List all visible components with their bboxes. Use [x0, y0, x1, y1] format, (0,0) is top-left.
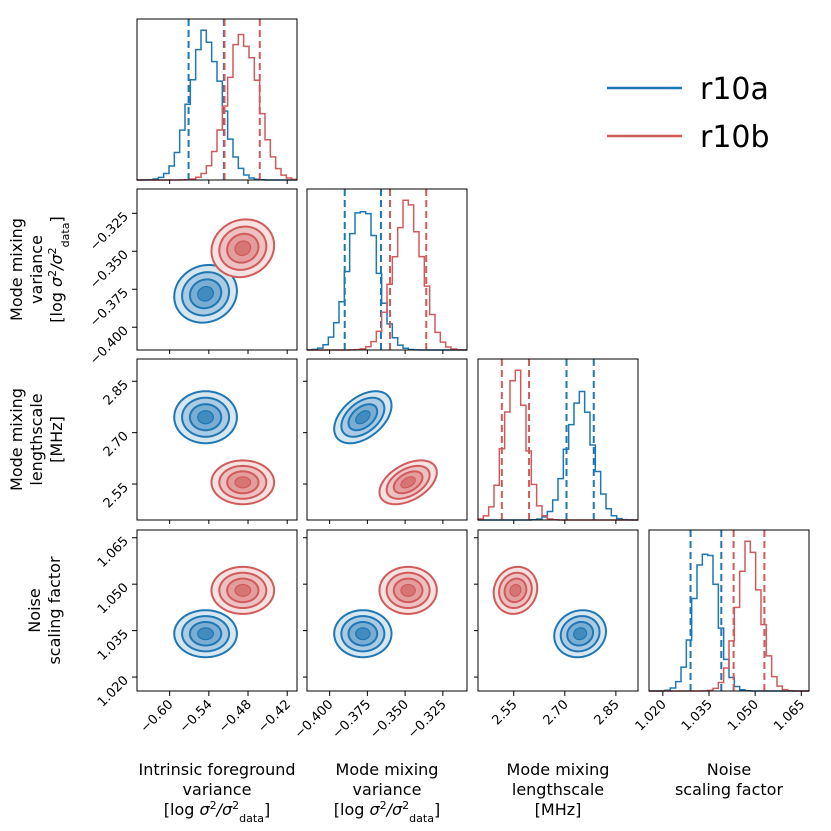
- y-axis-label-mmv: Mode mixingvariance[log σ2/σ2data]: [7, 216, 72, 322]
- axis-label-line: [log σ2/σ2data]: [164, 799, 270, 825]
- y-tick-label-nsf-1: 1.035: [95, 627, 132, 664]
- x-axis-label-nsf: Noise scaling factor: [675, 760, 784, 799]
- contour-r10a-level-3: [197, 410, 215, 425]
- axis-label-line: [MHz]: [535, 800, 582, 819]
- y-tick-label-mmv-3: −0.325: [87, 210, 132, 255]
- contour-r10a-level-3: [355, 627, 371, 641]
- panel-bg: [137, 19, 297, 180]
- x-tick-label-fg-1: −0.54: [177, 697, 216, 736]
- contour-panel-fg-nsf: [136, 529, 298, 692]
- x-axis-label-mml: Mode mixing lengthscale [MHz]: [507, 760, 610, 819]
- panel-frame: [306, 188, 468, 351]
- y-tick-label-mmv-2: −0.350: [87, 247, 132, 292]
- axis-label-line: lengthscale: [27, 393, 46, 485]
- y-tick-label-mml-2: 2.85: [101, 377, 132, 408]
- panel-frame: [306, 358, 468, 521]
- contour-r10a-level-3: [355, 410, 371, 425]
- x-axis-label-mmv: Mode mixing variance [log σ2/σ2data]: [334, 760, 440, 825]
- contour-r10a-level-3: [573, 627, 588, 641]
- axis-label-line: Mode mixing: [336, 760, 439, 779]
- x-tick-label-mml-0: 2.55: [489, 697, 520, 728]
- y-tick-label-nsf-0: 1.020: [95, 673, 132, 710]
- x-tick-label-mmv-0: −0.400: [292, 697, 337, 742]
- legend-label-r10b: r10b: [700, 120, 770, 155]
- x-tick-label-mml-1: 2.70: [541, 697, 572, 728]
- panel-bg: [137, 530, 297, 691]
- panel-bg: [307, 530, 467, 691]
- y-tick-label-mml-0: 2.55: [101, 480, 132, 511]
- x-tick-label-nsf-1: 1.035: [679, 697, 716, 734]
- hist-panel-mmv: [306, 188, 468, 351]
- hist-panel-fg: [136, 18, 298, 181]
- panel-frame: [136, 188, 298, 351]
- x-tick-label-nsf-3: 1.065: [771, 697, 808, 734]
- hist-panel-mml: [477, 358, 639, 521]
- x-tick-label-mml-2: 2.85: [592, 697, 623, 728]
- axis-label-line: [log σ2/σ2data]: [46, 216, 72, 322]
- x-tick-label-mmv-1: −0.375: [330, 697, 375, 742]
- y-tick-label-mmv-0: −0.400: [87, 323, 132, 368]
- contour-panel-fg-mml: [136, 358, 298, 521]
- x-tick-label-mmv-2: −0.350: [367, 697, 412, 742]
- contour-r10b-level-3: [400, 476, 416, 489]
- contour-r10a-level-3: [197, 285, 215, 302]
- panel-frame: [477, 529, 639, 692]
- y-tick-label-nsf-2: 1.050: [95, 580, 132, 617]
- x-axis-label-fg: Intrinsic foreground variance [log σ2/σ2da…: [138, 760, 295, 825]
- contour-r10b-level-3: [234, 583, 252, 597]
- contour-r10b-level-3: [234, 240, 252, 257]
- contour-r10b-level-3: [234, 476, 252, 489]
- legend-label-r10a: r10a: [700, 72, 769, 107]
- panel-frame: [136, 358, 298, 521]
- y-tick-label-mmv-1: −0.375: [87, 285, 132, 330]
- x-tick-label-nsf-0: 1.020: [633, 697, 670, 734]
- legend: r10a r10b: [607, 72, 770, 155]
- axis-label-line: Noise: [25, 588, 44, 632]
- axis-label-line: [log σ2/σ2data]: [334, 799, 440, 825]
- y-axis-label-mml: Mode mixinglengthscale[MHz]: [7, 388, 66, 491]
- axis-label-line: [MHz]: [47, 416, 66, 463]
- axis-label-line: Mode mixing: [7, 388, 26, 491]
- contour-r10a-level-3: [197, 627, 215, 641]
- panel-bg: [307, 189, 467, 350]
- contour-panel-mml-nsf: [477, 529, 639, 692]
- contour-r10b-level-3: [509, 583, 522, 597]
- panel-frame: [477, 358, 639, 521]
- panel-frame: [136, 529, 298, 692]
- axis-label-line: scaling factor: [45, 556, 64, 665]
- hist-panel-nsf: [648, 529, 810, 692]
- x-tick-label-nsf-2: 1.050: [725, 697, 762, 734]
- y-tick-label-mml-1: 2.70: [101, 429, 132, 460]
- axis-label-line: Mode mixing: [507, 760, 610, 779]
- y-axis-label-nsf: Noisescaling factor: [25, 556, 64, 665]
- x-tick-label-fg-2: −0.48: [216, 697, 255, 736]
- panel-frame: [306, 529, 468, 692]
- axis-label-line: lengthscale: [512, 780, 604, 799]
- contour-panel-mmv-nsf: [306, 529, 468, 692]
- axis-label-line: Noise: [707, 760, 751, 779]
- contour-r10b-level-3: [400, 583, 416, 597]
- contour-panel-fg-mmv: [136, 188, 298, 351]
- x-tick-label-fg-0: −0.60: [138, 697, 177, 736]
- panel-frame: [136, 18, 298, 181]
- axis-label-line: variance: [183, 780, 252, 799]
- axis-label-line: variance: [27, 235, 46, 304]
- axis-label-line: variance: [353, 780, 422, 799]
- y-tick-label-nsf-3: 1.065: [95, 534, 132, 571]
- axis-label-line: Mode mixing: [7, 218, 26, 321]
- x-tick-label-mmv-3: −0.325: [405, 697, 450, 742]
- axis-label-line: Intrinsic foreground: [138, 760, 295, 779]
- axis-label-line: scaling factor: [675, 780, 784, 799]
- contour-panel-mmv-mml: [306, 358, 468, 521]
- panel-frame: [648, 529, 810, 692]
- x-tick-label-fg-3: −0.42: [255, 697, 294, 736]
